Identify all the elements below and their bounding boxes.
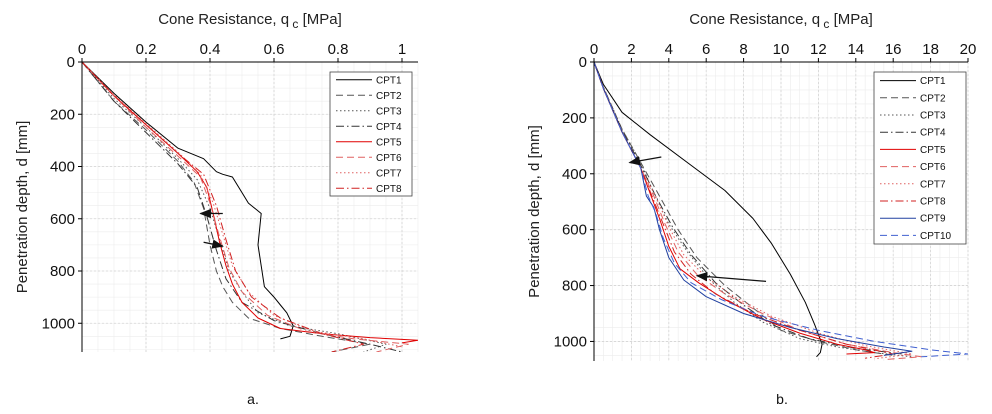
x-tick-label: 10 bbox=[773, 41, 790, 58]
legend-label: CPT2 bbox=[376, 91, 402, 102]
panel-label: b. bbox=[776, 391, 788, 407]
x-tick-label: 0 bbox=[78, 41, 86, 58]
x-tick-label: 8 bbox=[739, 41, 747, 58]
legend-label: CPT1 bbox=[920, 76, 946, 87]
legend-label: CPT5 bbox=[376, 137, 402, 148]
x-tick-label: 0.6 bbox=[264, 41, 285, 58]
x-tick-label: 1 bbox=[398, 41, 406, 58]
series-line-cpt9 bbox=[594, 62, 913, 356]
x-tick-label: 0.4 bbox=[200, 41, 221, 58]
x-axis-title: Cone Resistance, q c [MPa] bbox=[689, 11, 873, 31]
y-axis-title: Penetration depth, d [mm] bbox=[526, 125, 543, 298]
annotation-arrow-2 bbox=[203, 239, 224, 249]
legend-box bbox=[873, 71, 967, 245]
series-line-cpt4 bbox=[82, 62, 403, 352]
legend-label: CPT6 bbox=[920, 162, 946, 173]
y-tick-label: 0 bbox=[67, 54, 75, 71]
legend-label: CPT2 bbox=[920, 93, 946, 104]
series-line-cpt6 bbox=[82, 62, 409, 352]
y-tick-label: 800 bbox=[50, 263, 75, 280]
y-tick-label: 1000 bbox=[42, 315, 75, 332]
x-tick-label: 0.8 bbox=[328, 41, 349, 58]
series-line-cpt4 bbox=[594, 62, 903, 355]
series-line-cpt8 bbox=[82, 62, 365, 352]
legend-label: CPT7 bbox=[920, 179, 946, 190]
series-line-cpt1 bbox=[82, 62, 294, 340]
x-tick-label: 16 bbox=[885, 41, 902, 58]
legend-box bbox=[329, 71, 413, 197]
x-tick-label: 0 bbox=[590, 41, 598, 58]
legend-label: CPT6 bbox=[376, 153, 402, 164]
y-tick-label: 800 bbox=[562, 278, 587, 295]
y-tick-label: 600 bbox=[562, 222, 587, 239]
y-tick-label: 200 bbox=[50, 106, 75, 123]
x-tick-label: 18 bbox=[922, 41, 939, 58]
x-tick-label: 4 bbox=[665, 41, 673, 58]
legend-label: CPT9 bbox=[920, 214, 946, 225]
legend-label: CPT3 bbox=[376, 106, 402, 117]
legend: CPT1 CPT2 CPT3 CPT4 CPT5 CPT6 CPT7 CPT8 CPT9 CPT1… bbox=[873, 71, 967, 245]
y-tick-label: 0 bbox=[579, 54, 587, 71]
x-tick-label: 6 bbox=[702, 41, 710, 58]
series-line-cpt10 bbox=[594, 62, 968, 358]
legend: CPT1 CPT2 CPT3 CPT4 CPT5 CPT6 CPT7 CPT8 bbox=[329, 71, 413, 197]
y-tick-label: 400 bbox=[562, 166, 587, 183]
x-tick-label: 0.2 bbox=[136, 41, 157, 58]
panel-label: a. bbox=[247, 391, 259, 407]
series-line-cpt3 bbox=[594, 62, 912, 358]
series-line-cpt7 bbox=[594, 62, 913, 360]
annotation-arrow-1 bbox=[628, 156, 662, 166]
chart-panel-a: 0 0.2 0.4 0.6 0.8 1 0 200 400 600 800 1000 Cone Resi… bbox=[14, 11, 419, 407]
series-line-cpt2 bbox=[82, 62, 371, 352]
series-line-cpt7 bbox=[82, 62, 403, 348]
x-axis-title: Cone Resistance, q c [MPa] bbox=[158, 11, 342, 31]
series-line-cpt3 bbox=[82, 62, 387, 352]
x-tick-label: 12 bbox=[810, 41, 827, 58]
y-tick-label: 200 bbox=[562, 110, 587, 127]
legend-label: CPT4 bbox=[920, 128, 946, 139]
y-tick-label: 600 bbox=[50, 211, 75, 228]
legend-label: CPT5 bbox=[920, 145, 946, 156]
legend-label: CPT8 bbox=[376, 184, 402, 195]
legend-label: CPT7 bbox=[376, 168, 402, 179]
legend-label: CPT4 bbox=[376, 122, 402, 133]
annotation-arrow-2 bbox=[695, 271, 767, 283]
legend-label: CPT1 bbox=[376, 75, 402, 86]
series-group bbox=[594, 62, 968, 361]
x-tick-label: 2 bbox=[627, 41, 635, 58]
legend-label: CPT3 bbox=[920, 111, 946, 122]
series-group bbox=[82, 62, 418, 352]
y-tick-label: 1000 bbox=[554, 333, 587, 350]
x-tick-label: 20 bbox=[960, 41, 977, 58]
y-axis-title: Penetration depth, d [mm] bbox=[14, 121, 31, 294]
legend-label: CPT10 bbox=[920, 231, 952, 242]
y-tick-label: 400 bbox=[50, 159, 75, 176]
x-tick-label: 14 bbox=[847, 41, 864, 58]
legend-label: CPT8 bbox=[920, 197, 946, 208]
